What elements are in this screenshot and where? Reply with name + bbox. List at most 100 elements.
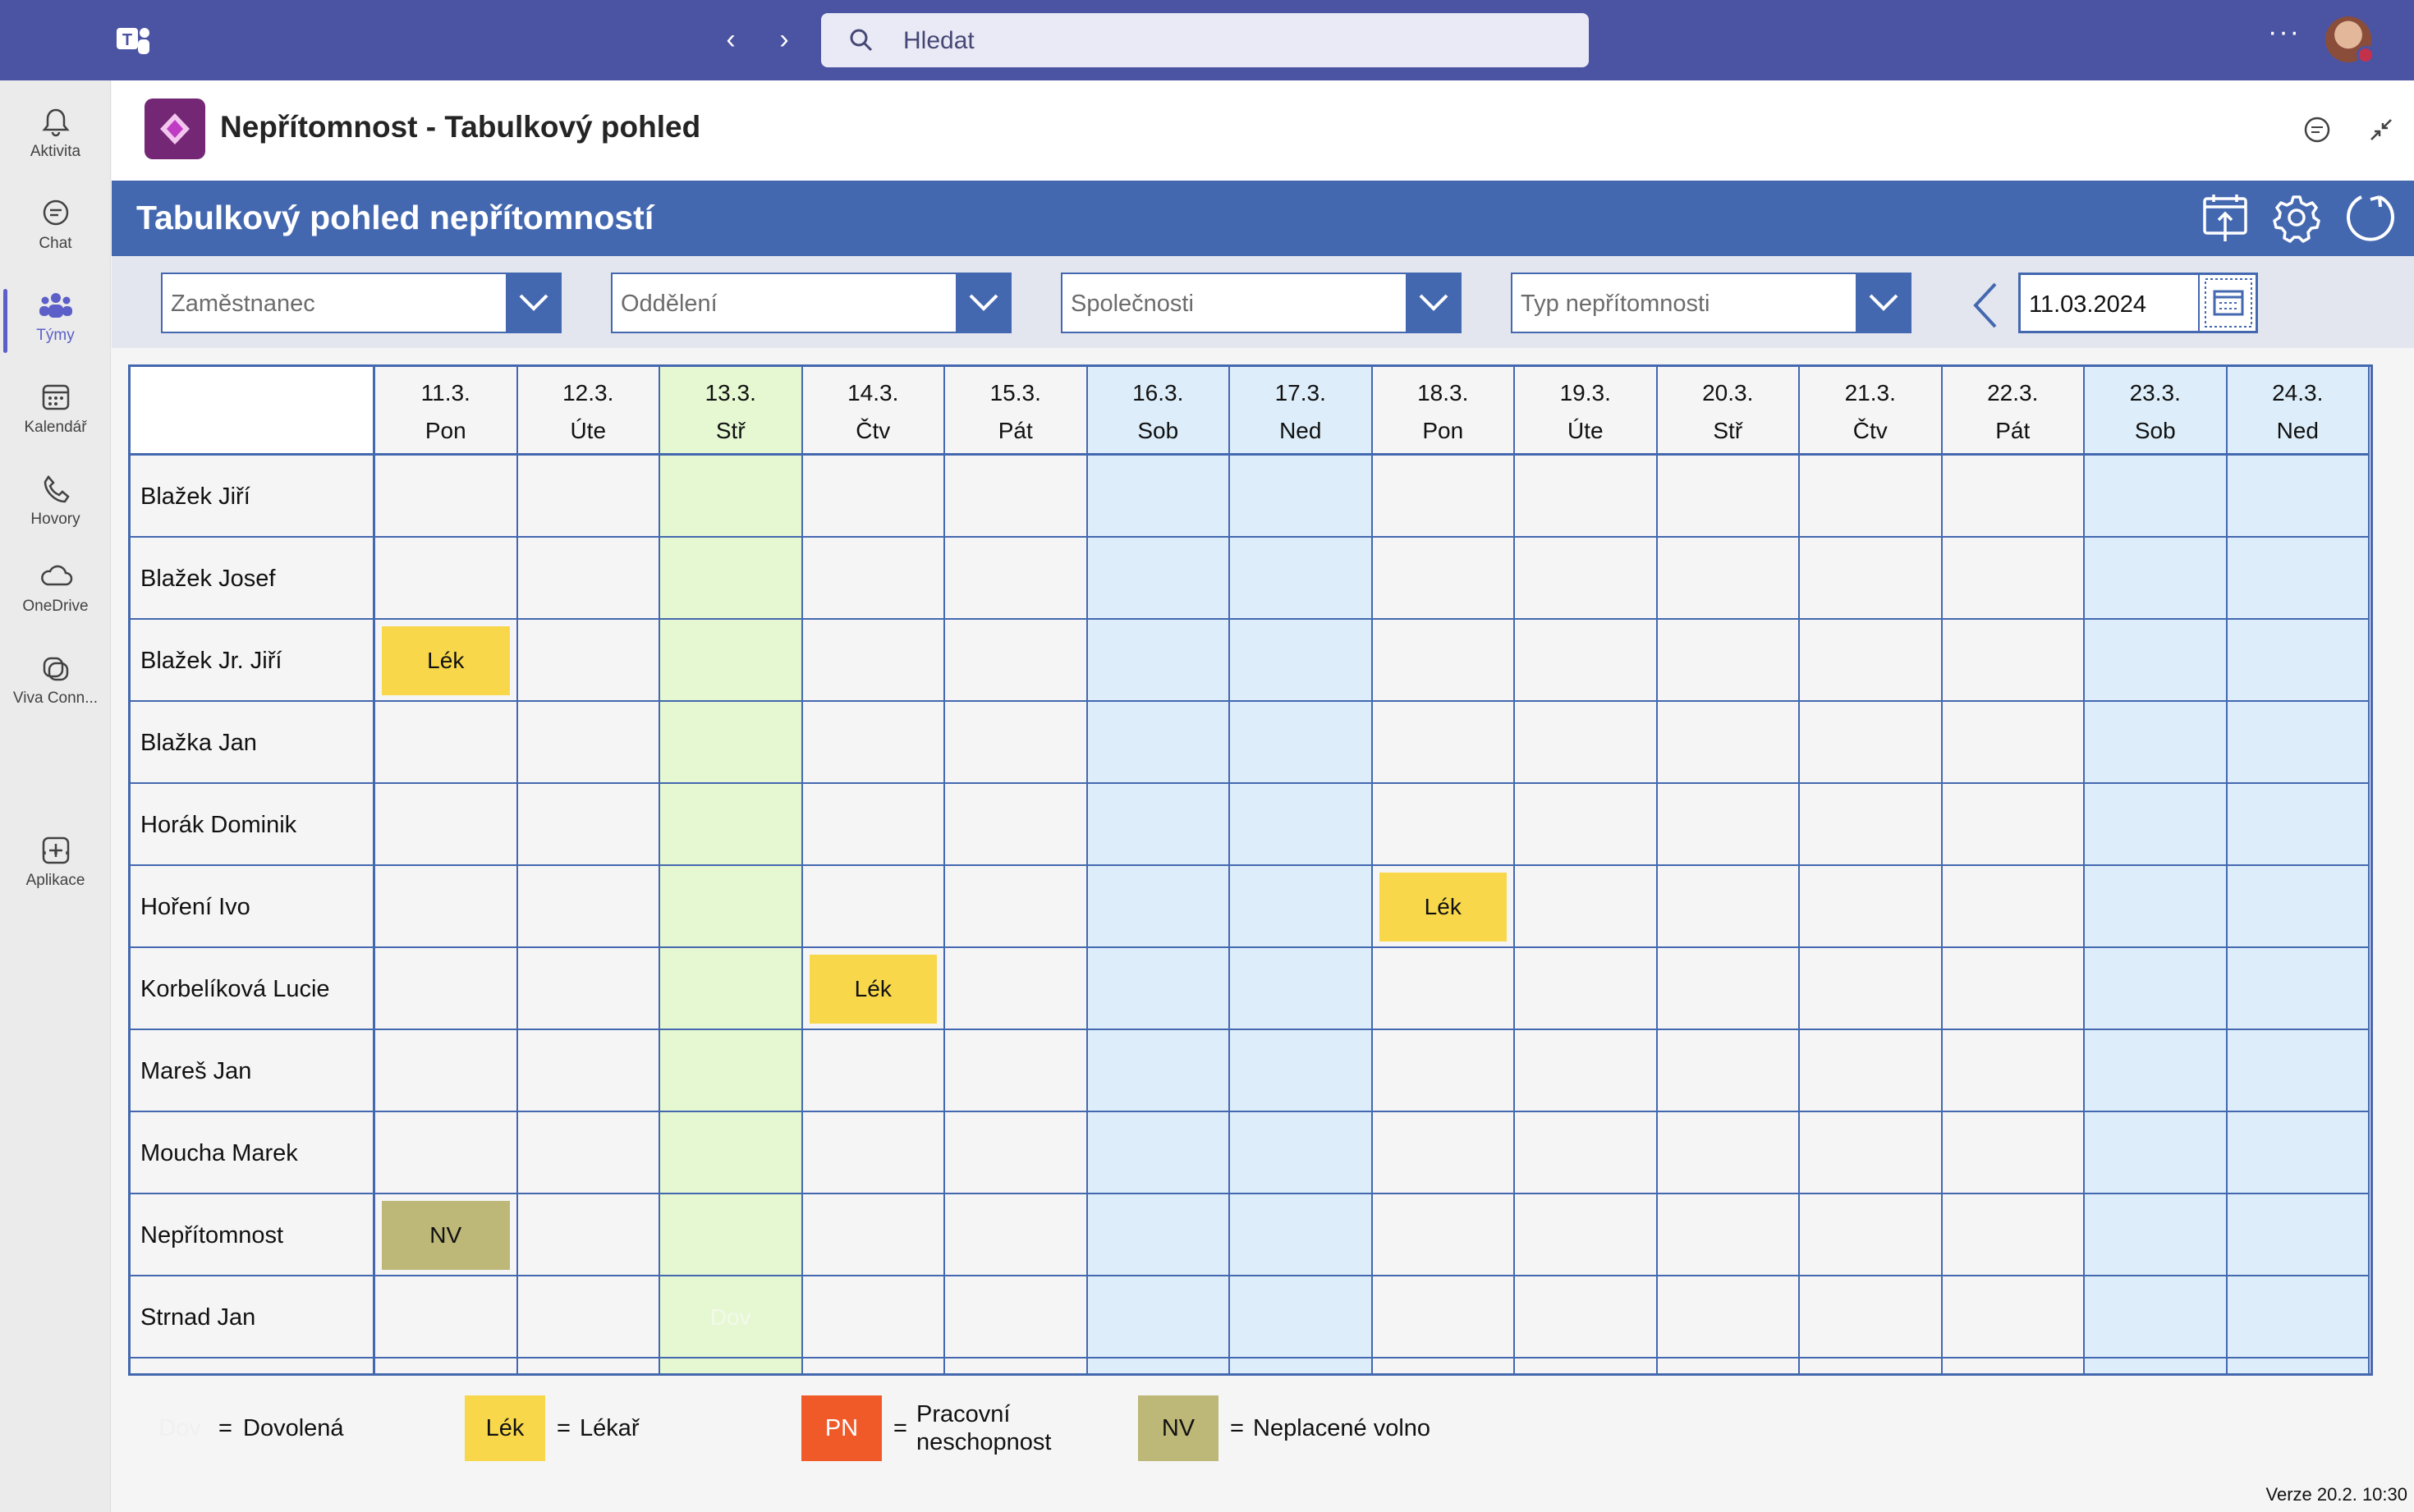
refresh-icon[interactable]	[2343, 190, 2398, 249]
day-cell[interactable]	[1372, 1030, 1515, 1112]
employee-row-name[interactable]: Hoření Ivo	[131, 866, 375, 948]
day-cell[interactable]	[1515, 784, 1658, 866]
day-cell[interactable]	[1800, 948, 1943, 1030]
day-cell[interactable]	[1657, 538, 1800, 620]
day-cell[interactable]	[517, 1112, 660, 1194]
rail-item-teams[interactable]: Týmy	[0, 274, 111, 356]
absence-badge[interactable]: NV	[382, 1201, 510, 1270]
employee-row-name[interactable]: Korbelíková Lucie	[131, 948, 375, 1030]
chevron-down-icon[interactable]	[956, 273, 1012, 333]
day-cell[interactable]	[1372, 1194, 1515, 1276]
day-cell[interactable]	[2085, 866, 2228, 948]
day-cell[interactable]	[517, 1194, 660, 1276]
day-cell[interactable]	[1657, 1276, 1800, 1359]
day-cell[interactable]	[1657, 866, 1800, 948]
employee-row-name[interactable]: Nepřítomnost	[131, 1194, 375, 1276]
day-cell[interactable]	[517, 538, 660, 620]
rail-item-apps[interactable]: Aplikace	[0, 819, 111, 901]
employee-row-name[interactable]: Mareš Jan	[131, 1030, 375, 1112]
absence-badge[interactable]: Lék	[382, 626, 510, 695]
rail-item-activity[interactable]: Aktivita	[0, 90, 111, 172]
day-cell[interactable]	[375, 948, 518, 1030]
day-cell[interactable]	[660, 784, 803, 866]
day-cell[interactable]	[517, 784, 660, 866]
companies-dropdown[interactable]: Společnosti	[1061, 273, 1462, 333]
day-cell[interactable]	[2227, 1112, 2370, 1194]
day-cell[interactable]	[2085, 784, 2228, 866]
forward-nav-icon[interactable]: ›	[779, 24, 789, 55]
day-cell[interactable]	[1087, 1194, 1230, 1276]
day-cell[interactable]	[945, 1194, 1088, 1276]
day-cell[interactable]	[660, 866, 803, 948]
day-cell[interactable]	[1372, 1112, 1515, 1194]
day-cell[interactable]	[1230, 948, 1373, 1030]
day-cell[interactable]	[1515, 620, 1658, 702]
chevron-down-icon[interactable]	[1406, 273, 1462, 333]
day-cell[interactable]	[1942, 538, 2085, 620]
day-cell[interactable]	[945, 948, 1088, 1030]
day-cell[interactable]	[1942, 620, 2085, 702]
absence-badge[interactable]: Lék	[1379, 873, 1507, 942]
day-cell[interactable]	[1657, 1194, 1800, 1276]
day-cell[interactable]	[1800, 1112, 1943, 1194]
day-cell[interactable]	[802, 866, 945, 948]
day-cell[interactable]	[802, 620, 945, 702]
settings-gear-icon[interactable]	[2271, 192, 2322, 247]
day-cell[interactable]	[1800, 702, 1943, 784]
chevron-down-icon[interactable]	[506, 273, 562, 333]
day-cell[interactable]	[802, 538, 945, 620]
day-cell[interactable]	[660, 702, 803, 784]
day-cell[interactable]	[1087, 456, 1230, 538]
day-cell[interactable]	[1800, 456, 1943, 538]
day-cell[interactable]	[1087, 538, 1230, 620]
day-cell[interactable]	[2227, 784, 2370, 866]
day-cell[interactable]	[1372, 1276, 1515, 1359]
day-cell[interactable]	[1515, 1030, 1658, 1112]
collapse-icon[interactable]	[2365, 113, 2398, 150]
day-cell[interactable]	[2227, 948, 2370, 1030]
day-cell[interactable]	[1230, 702, 1373, 784]
day-cell[interactable]	[945, 620, 1088, 702]
absence-badge[interactable]: Dov	[709, 1304, 751, 1330]
absence-badge[interactable]: Lék	[809, 955, 937, 1024]
day-cell[interactable]	[1942, 784, 2085, 866]
day-cell[interactable]	[1942, 948, 2085, 1030]
day-cell[interactable]	[802, 784, 945, 866]
day-cell[interactable]	[1087, 866, 1230, 948]
day-cell[interactable]	[375, 784, 518, 866]
day-cell[interactable]	[660, 456, 803, 538]
day-cell[interactable]	[1230, 784, 1373, 866]
day-cell[interactable]	[2227, 866, 2370, 948]
chevron-down-icon[interactable]	[1856, 273, 1911, 333]
day-cell[interactable]	[1372, 538, 1515, 620]
chat-bubble-icon[interactable]	[2301, 113, 2334, 150]
day-cell[interactable]	[945, 1276, 1088, 1359]
day-cell[interactable]	[375, 1030, 518, 1112]
day-cell[interactable]	[1515, 456, 1658, 538]
day-cell[interactable]	[945, 784, 1088, 866]
day-cell[interactable]	[1087, 784, 1230, 866]
day-cell[interactable]	[1372, 702, 1515, 784]
day-cell[interactable]	[660, 538, 803, 620]
day-cell[interactable]	[1942, 1030, 2085, 1112]
day-cell[interactable]	[1230, 1194, 1373, 1276]
department-dropdown[interactable]: Oddělení	[611, 273, 1012, 333]
day-cell[interactable]	[2085, 1276, 2228, 1359]
day-cell[interactable]	[1372, 456, 1515, 538]
search-bar[interactable]: Hledat	[821, 13, 1589, 67]
day-cell[interactable]	[1515, 1194, 1658, 1276]
day-cell[interactable]	[375, 1112, 518, 1194]
day-cell[interactable]	[1087, 948, 1230, 1030]
day-cell[interactable]	[2085, 620, 2228, 702]
day-cell[interactable]	[517, 1030, 660, 1112]
day-cell[interactable]	[1372, 620, 1515, 702]
teams-logo-icon[interactable]: T	[113, 23, 151, 59]
day-cell[interactable]	[517, 702, 660, 784]
day-cell[interactable]	[660, 1194, 803, 1276]
day-cell[interactable]	[660, 1112, 803, 1194]
rail-item-onedrive[interactable]: OneDrive	[0, 545, 111, 627]
date-picker[interactable]: 11.03.2024	[2018, 273, 2258, 333]
day-cell[interactable]	[1942, 866, 2085, 948]
day-cell[interactable]	[1515, 1276, 1658, 1359]
day-cell[interactable]	[1087, 1030, 1230, 1112]
